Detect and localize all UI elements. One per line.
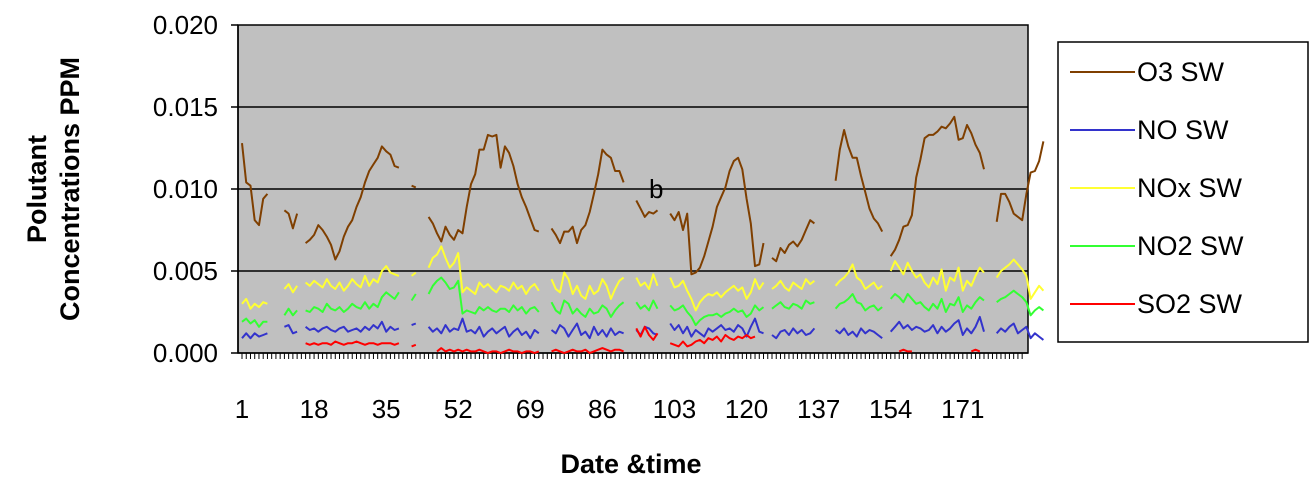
- series-line-so2: [305, 325, 981, 354]
- x-axis-title: Date &time: [560, 449, 701, 479]
- series-group: [241, 115, 1045, 354]
- y-tick-label: 0.005: [153, 256, 218, 286]
- legend-box: [1057, 41, 1309, 343]
- series-line-nox: [241, 245, 1045, 312]
- x-tick-label: 86: [588, 394, 617, 424]
- y-axis-tick-labels: 0.000 0.005 0.010 0.015 0.020: [153, 10, 238, 368]
- y-tick-label: 0.015: [153, 92, 218, 122]
- x-axis-tick-labels: 1 18 35 52 69 86 103 120 137 154 171: [235, 394, 985, 424]
- legend-label: SO2 SW: [1137, 289, 1243, 319]
- y-tick-label: 0.000: [153, 338, 218, 368]
- x-tick-label: 137: [797, 394, 840, 424]
- x-tick-label: 35: [372, 394, 401, 424]
- legend-label: NO2 SW: [1137, 231, 1244, 261]
- y-tick-label: 0.020: [153, 10, 218, 40]
- x-tick-label: 18: [300, 394, 329, 424]
- legend-label: NOx SW: [1137, 173, 1243, 203]
- x-tick-label: 69: [516, 394, 545, 424]
- x-tick-label: 120: [725, 394, 768, 424]
- gridlines: [238, 106, 1028, 272]
- x-tick-label: 52: [444, 394, 473, 424]
- x-tick-label: 103: [653, 394, 696, 424]
- series-line-no: [241, 315, 1045, 341]
- y-axis-title-line1: Polutant: [22, 135, 52, 243]
- x-tick-label: 171: [941, 394, 984, 424]
- x-axis-minor-ticks: [241, 353, 1023, 359]
- legend-label: NO SW: [1137, 115, 1229, 145]
- legend: O3 SW NO SW NOx SW NO2 SW SO2 SW: [1070, 57, 1244, 319]
- x-tick-label: 1: [235, 394, 249, 424]
- series-line-o3: [241, 115, 1045, 276]
- y-tick-label: 0.010: [153, 174, 218, 204]
- chart-annotation: b: [649, 174, 663, 204]
- legend-label: O3 SW: [1137, 57, 1225, 87]
- x-tick-label: 154: [869, 394, 912, 424]
- series-line-no2: [241, 276, 1045, 328]
- y-axis-title-line2: Concentrations PPM: [55, 57, 85, 321]
